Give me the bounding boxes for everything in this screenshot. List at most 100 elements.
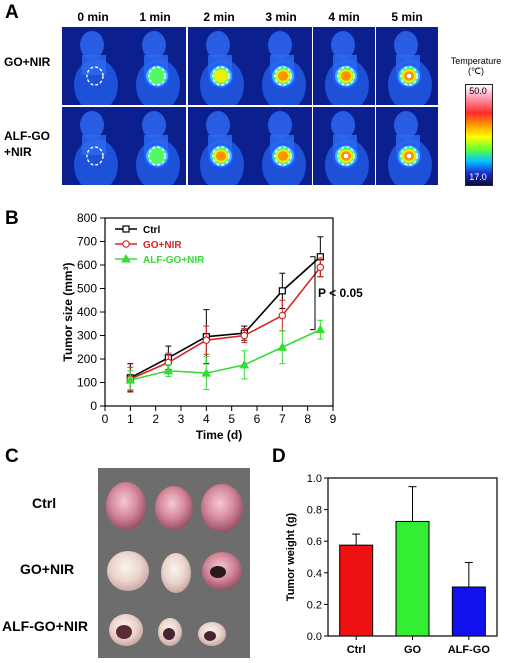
tumor-outline — [337, 146, 355, 166]
data-point — [122, 240, 130, 248]
bar — [339, 544, 374, 637]
thermal-image-drawing — [136, 31, 180, 105]
hotspot-contour — [216, 151, 226, 161]
tumor-necrosis-spot — [210, 566, 226, 578]
neck-silhouette — [82, 55, 106, 75]
thermal-image-drawing — [74, 31, 118, 105]
data-point — [240, 331, 249, 340]
thermal-image — [313, 107, 375, 185]
x-tick-label: 5 — [228, 412, 235, 426]
y-tick-label: 500 — [77, 282, 97, 296]
tumor-necrosis-spot — [163, 628, 175, 640]
thermal-image-drawing — [200, 31, 244, 105]
thermal-image-drawing — [388, 111, 432, 185]
thermal-image-drawing — [136, 111, 180, 185]
y-tick-label: 400 — [77, 305, 97, 319]
tumor-weight-chart: 0.0 0.2 0.4 0.6 0.8 1.0 Tumor weight (g) Ctrl GO… — [285, 473, 498, 656]
thermal-image — [188, 107, 250, 185]
panel-b-label: B — [5, 208, 19, 229]
head-silhouette — [331, 31, 355, 59]
data-point — [121, 253, 131, 263]
series-line — [130, 266, 321, 380]
row-label-line2: +NIR — [4, 145, 32, 159]
tumor-outline — [274, 66, 292, 86]
legend-label: GO+NIR — [143, 240, 182, 251]
head-silhouette — [80, 111, 104, 139]
head-silhouette — [268, 31, 292, 59]
head-silhouette — [331, 111, 355, 139]
x-tick-label: 8 — [304, 412, 311, 426]
x-tick-label: 7 — [279, 412, 286, 426]
thermal-image-drawing — [388, 31, 432, 105]
head-silhouette — [206, 31, 230, 59]
legend-label: ALF-GO+NIR — [143, 255, 205, 266]
y-tick-label: 700 — [77, 235, 97, 249]
head-silhouette — [394, 111, 418, 139]
thermal-image-drawing — [325, 111, 369, 185]
y-axis-label: Tumor weight (g) — [285, 512, 297, 601]
head-silhouette — [142, 111, 166, 139]
tumor-row-go-nir — [107, 551, 242, 593]
neck-silhouette — [82, 135, 106, 155]
tumor-size-chart: 0 1 2 3 4 5 6 7 8 9 0 100 200 300 400 500 600 700 800 Time … — [61, 211, 363, 442]
time-header: 1 min — [139, 10, 171, 24]
tumor-outline — [86, 146, 104, 166]
thermal-image-drawing — [262, 111, 306, 185]
data-point — [201, 368, 212, 377]
time-header: 5 min — [391, 10, 423, 24]
hotspot-contour — [148, 147, 166, 165]
tumor-outline — [400, 66, 418, 86]
tumor-photo — [98, 468, 250, 658]
data-point — [278, 287, 286, 295]
time-header: 4 min — [328, 10, 360, 24]
tumor-specimen — [161, 553, 191, 593]
y-tick-label: 300 — [77, 329, 97, 343]
hotspot-contour — [278, 151, 288, 161]
y-tick-label: 600 — [77, 258, 97, 272]
thermal-image — [188, 27, 250, 105]
x-tick-label: GO — [404, 644, 422, 656]
tumor-specimen — [155, 486, 193, 530]
data-point — [122, 225, 130, 233]
tumor-necrosis-spot — [204, 631, 216, 641]
x-tick-label: 6 — [254, 412, 261, 426]
tumor-outline — [212, 146, 230, 166]
tumor-outline — [148, 146, 166, 166]
photo-label-ctrl: Ctrl — [32, 495, 57, 511]
colorbar-title-line1: Temperature — [450, 56, 502, 66]
x-tick-label: 3 — [178, 412, 185, 426]
panel-a-label: A — [5, 2, 19, 23]
x-tick-label: 1 — [127, 412, 134, 426]
photo-label-alf-go-nir: ALF-GO+NIR — [2, 618, 88, 634]
tumor-outline — [274, 146, 292, 166]
hotspot-contour — [278, 71, 288, 81]
y-tick-label: 1.0 — [307, 473, 322, 485]
y-tick-label: 200 — [77, 352, 97, 366]
thermal-image-drawing — [200, 111, 244, 185]
tumor-specimen — [201, 484, 243, 532]
row-label-go-nir: GO+NIR — [4, 55, 51, 69]
time-header: 0 min — [77, 10, 109, 24]
tumor-row-ctrl — [106, 482, 243, 532]
thermal-image-drawing — [74, 111, 118, 185]
thermal-image-drawing — [325, 31, 369, 105]
x-tick-label: 4 — [203, 412, 210, 426]
x-tick-label: 0 — [102, 412, 109, 426]
data-point — [163, 365, 174, 375]
y-tick-label: 0.6 — [307, 536, 322, 548]
significance-annotation: P < 0.05 — [318, 286, 363, 300]
head-silhouette — [268, 111, 292, 139]
head-silhouette — [80, 31, 104, 59]
bar — [451, 586, 486, 637]
data-point — [278, 311, 287, 320]
bar — [395, 520, 430, 637]
data-point — [202, 336, 211, 345]
y-tick-label: 0.8 — [307, 505, 322, 517]
thermal-image — [62, 107, 124, 185]
thermal-image — [124, 27, 186, 105]
hotspot-peak — [406, 73, 412, 79]
temperature-colorbar — [465, 84, 493, 186]
colorbar-title: Temperature (℃) — [445, 56, 507, 77]
thermal-image — [313, 27, 375, 105]
tumor-specimen — [107, 551, 149, 591]
